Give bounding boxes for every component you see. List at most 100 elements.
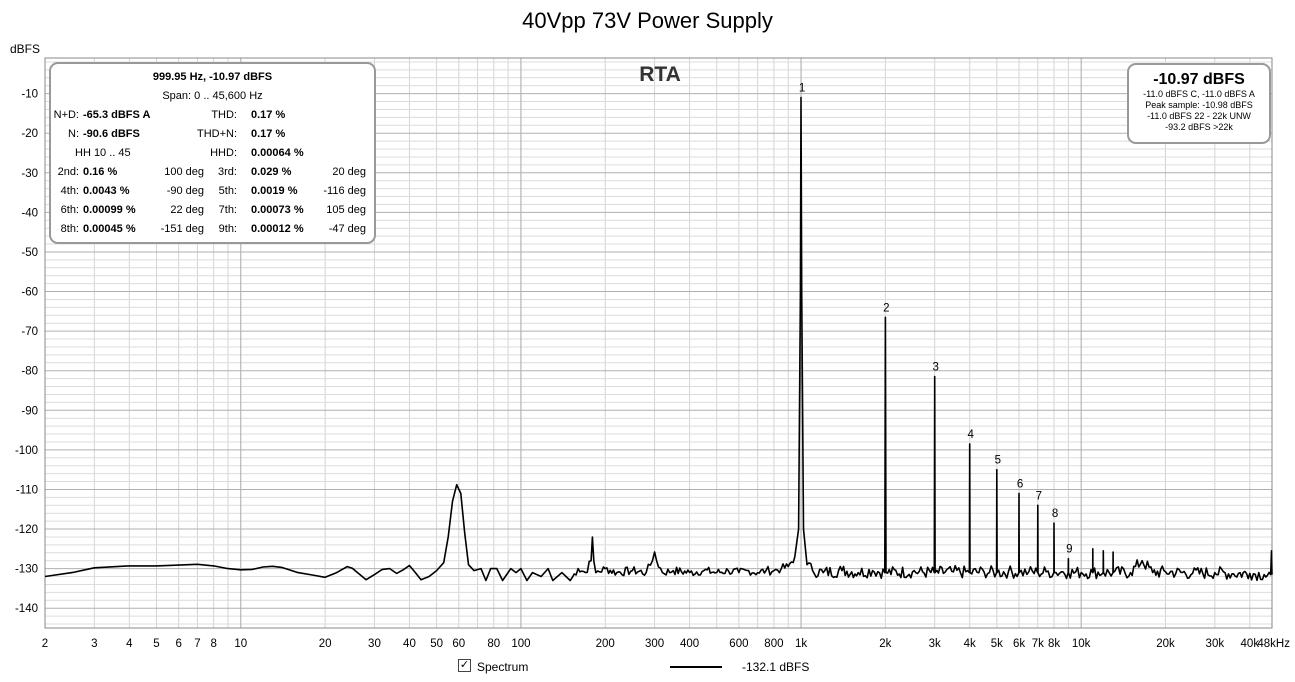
spectrum-checkbox[interactable]: ✓ xyxy=(458,659,471,672)
distortion-stats-panel: 999.95 Hz, -10.97 dBFS Span: 0 .. 45,600… xyxy=(49,62,376,244)
thd-label: THD: xyxy=(211,109,237,121)
harmonic-labels: 1 2 3 4 5 6 78 9 xyxy=(799,82,1073,555)
x-tick-label: 50 xyxy=(430,638,443,650)
x-tick-label: 800 xyxy=(764,638,783,650)
n-label: N: xyxy=(68,128,79,140)
x-tick-label: 30k xyxy=(1206,638,1225,650)
x-tick-label: 5k xyxy=(991,638,1003,650)
y-tick-label: -110 xyxy=(16,484,38,496)
x-tick-label: 200 xyxy=(596,638,615,650)
y-tick-label: -40 xyxy=(21,207,38,219)
peak-value: -10.97 dBFS xyxy=(1153,71,1245,88)
y-tick-label: -70 xyxy=(21,326,38,338)
thd-value: 0.17 % xyxy=(251,109,286,121)
x-tick-label: 300 xyxy=(645,638,664,650)
x-tick-label: 4k xyxy=(964,638,976,650)
harmonic-label-a: 6th: xyxy=(60,204,79,216)
thdn-label: THD+N: xyxy=(196,128,237,140)
peak-line-2: Peak sample: -10.98 dBFS xyxy=(1145,100,1253,110)
x-tick-label: 600 xyxy=(729,638,748,650)
harmonic-phase-a: 22 deg xyxy=(170,204,204,216)
legend-line-swatch xyxy=(670,666,722,668)
harmonic-number-label: 2 xyxy=(883,302,889,314)
y-tick-label: -120 xyxy=(15,524,38,536)
x-tick-label: 2k xyxy=(879,638,891,650)
harmonic-phase-b: -116 deg xyxy=(323,185,366,197)
chart-title: 40Vpp 73V Power Supply xyxy=(522,8,773,33)
peak-line-1: -11.0 dBFS C, -11.0 dBFS A xyxy=(1143,89,1255,99)
harmonic-value-a: 0.00045 % xyxy=(83,223,136,235)
harmonic-label-a: 2nd: xyxy=(57,166,79,178)
x-tick-label: 2 xyxy=(42,638,48,650)
spectrum-checkbox-label[interactable]: Spectrum xyxy=(477,660,529,674)
x-axis-ticks: 2 3 4 5 6 7 8 10 20 30 40 50 60 80 100 200 300 400 600 800 1… xyxy=(42,638,1290,650)
hhd-value: 0.00064 % xyxy=(251,147,304,159)
x-tick-label: 20 xyxy=(319,638,332,650)
legend-level-value: -132.1 dBFS xyxy=(742,660,810,674)
plot-frame xyxy=(44,57,1273,629)
x-tick-label: 6k xyxy=(1013,638,1025,650)
x-tick-label: 30 xyxy=(368,638,381,650)
y-tick-label: -30 xyxy=(21,168,38,180)
y-axis-ticks: -10 -20 -30 -40 -50 -60 -70 -80 -90 -100 -110 -120 -… xyxy=(15,89,38,616)
harmonic-number-label: 9 xyxy=(1066,544,1072,556)
y-axis-unit: dBFS xyxy=(10,42,41,56)
harmonic-label-a: 4th: xyxy=(60,185,79,197)
y-tick-label: -140 xyxy=(15,603,38,615)
harmonic-value-a: 0.0043 % xyxy=(83,185,130,197)
x-tick-label: 7k xyxy=(1032,638,1044,650)
thdn-value: 0.17 % xyxy=(251,128,286,140)
x-tick-label: 20k xyxy=(1156,638,1175,650)
x-tick-label: 3k xyxy=(929,638,941,650)
harmonic-label-b: 3rd: xyxy=(218,166,237,178)
harmonic-label-b: 5th: xyxy=(218,185,237,197)
harmonic-value-a: 0.16 % xyxy=(83,166,118,178)
harmonic-number-label: 6 xyxy=(1017,478,1023,490)
x-tick-label: 60 xyxy=(452,638,465,650)
harmonic-phase-b: 20 deg xyxy=(332,166,366,178)
span-readout: Span: 0 .. 45,600 Hz xyxy=(51,90,374,102)
y-tick-label: -50 xyxy=(21,247,38,259)
x-tick-label: 7 xyxy=(194,638,200,650)
hh-range: HH 10 .. 45 xyxy=(75,147,131,159)
x-tick-label: 48kHz xyxy=(1257,638,1290,650)
harmonic-phase-b: 105 deg xyxy=(326,204,366,216)
legend: ✓ Spectrum -132.1 dBFS xyxy=(0,656,1295,680)
y-tick-label: -100 xyxy=(15,445,38,457)
y-tick-label: -20 xyxy=(21,128,38,140)
y-tick-label: -130 xyxy=(15,564,38,576)
x-tick-label: 100 xyxy=(511,638,530,650)
x-tick-label: 3 xyxy=(91,638,97,650)
y-tick-label: -90 xyxy=(21,405,38,417)
harmonic-value-b: 0.00012 % xyxy=(251,223,304,235)
harmonic-phase-a: 100 deg xyxy=(164,166,204,178)
nd-value: -65.3 dBFS A xyxy=(83,109,151,121)
x-tick-label: 10k xyxy=(1072,638,1091,650)
harmonic-phase-a: -90 deg xyxy=(166,185,204,197)
x-tick-label: 40k xyxy=(1241,638,1260,650)
nd-label: N+D: xyxy=(53,109,79,121)
harmonic-number-label: 5 xyxy=(995,455,1001,467)
span-text: Span: 0 .. 45,600 Hz xyxy=(162,90,263,102)
harmonic-number-label: 4 xyxy=(967,429,974,441)
x-tick-label: 40 xyxy=(403,638,416,650)
harmonic-number-label: 8 xyxy=(1052,508,1058,520)
x-tick-label: 1k xyxy=(795,638,807,650)
harmonic-label-b: 7th: xyxy=(218,204,237,216)
harmonic-phase-b: -47 deg xyxy=(328,223,366,235)
x-tick-label: 5 xyxy=(153,638,159,650)
fundamental-header: 999.95 Hz, -10.97 dBFS xyxy=(152,71,273,83)
harmonic-number-label: 7 xyxy=(1036,490,1042,502)
peak-level-panel: -10.97 dBFS -11.0 dBFS C, -11.0 dBFS A P… xyxy=(1127,63,1271,144)
hhd-label: HHD: xyxy=(210,147,237,159)
spectrum-trace xyxy=(44,96,1273,582)
y-tick-label: -10 xyxy=(21,89,38,101)
harmonic-number-label: 3 xyxy=(932,362,938,374)
rta-label: RTA xyxy=(639,63,681,86)
harmonic-value-a: 0.00099 % xyxy=(83,204,136,216)
harmonic-value-b: 0.00073 % xyxy=(251,204,304,216)
peak-line-3: -11.0 dBFS 22 - 22k UNW xyxy=(1147,111,1251,121)
peak-line-4: -93.2 dBFS >22k xyxy=(1165,122,1233,132)
harmonic-label-b: 9th: xyxy=(218,223,237,235)
